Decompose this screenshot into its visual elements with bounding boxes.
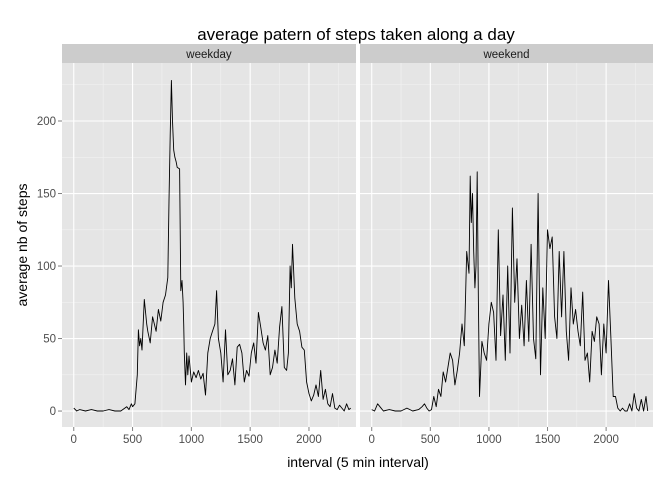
series-line-weekday [73,79,351,412]
panel-weekday: weekday 0 500 1000 1500 2000 [62,44,356,446]
x-axis-title: interval (5 min interval) [287,454,429,470]
panel-weekend: weekend 0 500 1000 1500 2000 [360,44,653,446]
x-tick-label: 0 [369,434,375,446]
y-axis-title: average nb of steps [14,184,30,307]
y-tick-label: 50 [43,334,56,346]
panels: weekday 0 500 1000 1500 2000 weekend 0 500 1000 15… [62,44,653,446]
x-tick-label: 500 [421,434,440,446]
strip-label-weekday: weekday [185,49,232,61]
x-tick-label: 500 [123,434,142,446]
x-tick-label: 1500 [237,434,263,446]
x-tick-label: 1000 [476,434,502,446]
y-tick-label: 0 [50,406,56,418]
y-tick-label: 150 [37,189,56,201]
strip-weekday [62,44,356,63]
series-line-weekend [371,171,649,412]
strip-weekend [360,44,653,63]
x-tick-label: 2000 [296,434,322,446]
x-tick-label: 2000 [593,434,619,446]
x-tick-label: 0 [71,434,77,446]
panel-background [360,63,653,427]
chart-title: average patern of steps taken along a da… [197,25,515,44]
x-tick-label: 1500 [535,434,561,446]
y-tick-label: 200 [37,116,56,128]
strip-label-weekend: weekend [482,49,529,61]
y-tick-label: 100 [37,261,56,273]
panel-background [62,63,356,427]
x-tick-label: 1000 [179,434,205,446]
y-axis: 0 50 100 150 200 [37,116,62,418]
